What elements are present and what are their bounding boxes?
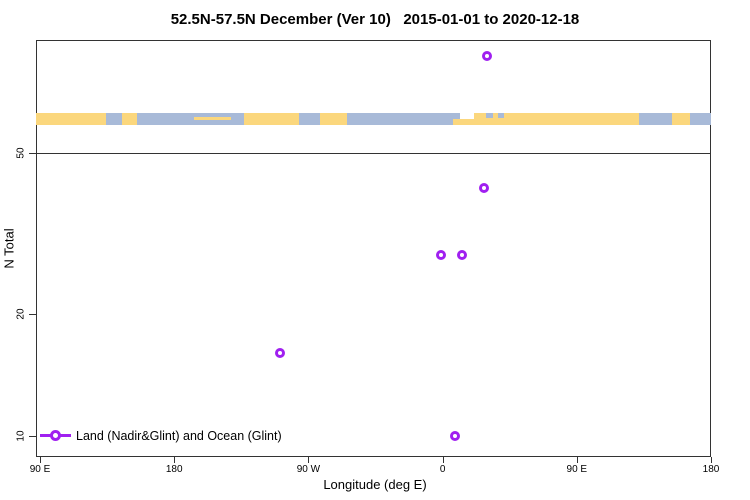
map-strip-segment-ocean [105,113,122,125]
x-tick-mark-90E [577,457,578,463]
map-strip-segment-ocean-top [497,113,504,118]
scatter-point-5 [275,348,286,359]
y-axis-label: N Total [1,228,17,269]
x-tick-label-90E: 90 E [566,464,588,475]
x-tick-mark-90E [40,457,41,463]
map-strip-segment-ocean [690,113,711,125]
scatter-point-4 [456,250,467,261]
x-tick-label-180: 180 [165,464,183,475]
map-strip-segment-land [122,113,137,125]
x-tick-label-180: 180 [702,464,720,475]
map-strip-segment-land-sliver [193,117,231,120]
map-strip-segment-land [672,113,691,125]
scatter-point-1 [482,50,493,61]
reference-line-50 [36,153,711,154]
y-tick-mark-50 [29,153,36,154]
map-strip-segment-ocean [299,113,321,125]
x-tick-label-90E: 90 E [29,464,51,475]
map-strip-segment-land-bottom [453,119,474,125]
chart-title: 52.5N-57.5N December (Ver 10) 2015-01-01… [170,11,580,28]
x-tick-mark-90W [308,457,309,463]
x-tick-mark-0 [443,457,444,463]
y-tick-label-20: 20 [15,308,27,320]
plot-area [36,40,711,457]
y-tick-mark-10 [29,436,36,437]
x-tick-mark-180 [174,457,175,463]
map-strip-segment-land [244,113,300,125]
map-strip [36,113,711,125]
scatter-point-6 [449,431,460,441]
map-strip-segment-land [473,113,640,125]
legend-open-circle-icon [50,430,61,441]
y-tick-mark-20 [29,314,36,315]
map-strip-segment-ocean [639,113,673,125]
y-tick-label-10: 10 [15,430,27,442]
y-tick-label-50: 50 [15,147,27,159]
map-strip-segment-land [36,113,106,125]
map-strip-segment-ocean [136,113,245,125]
map-strip-segment-land [320,113,348,125]
scatter-point-3 [436,250,447,261]
x-tick-mark-180 [711,457,712,463]
scatter-point-2 [479,183,490,194]
x-tick-label-0: 0 [439,464,446,475]
x-axis-label: Longitude (deg E) [323,477,427,492]
legend-label: Land (Nadir&Glint) and Ocean (Glint) [76,429,282,443]
map-strip-segment-ocean [347,113,461,125]
map-strip-segment-ocean-top [485,113,494,118]
x-tick-label-90W: 90 W [296,464,321,475]
